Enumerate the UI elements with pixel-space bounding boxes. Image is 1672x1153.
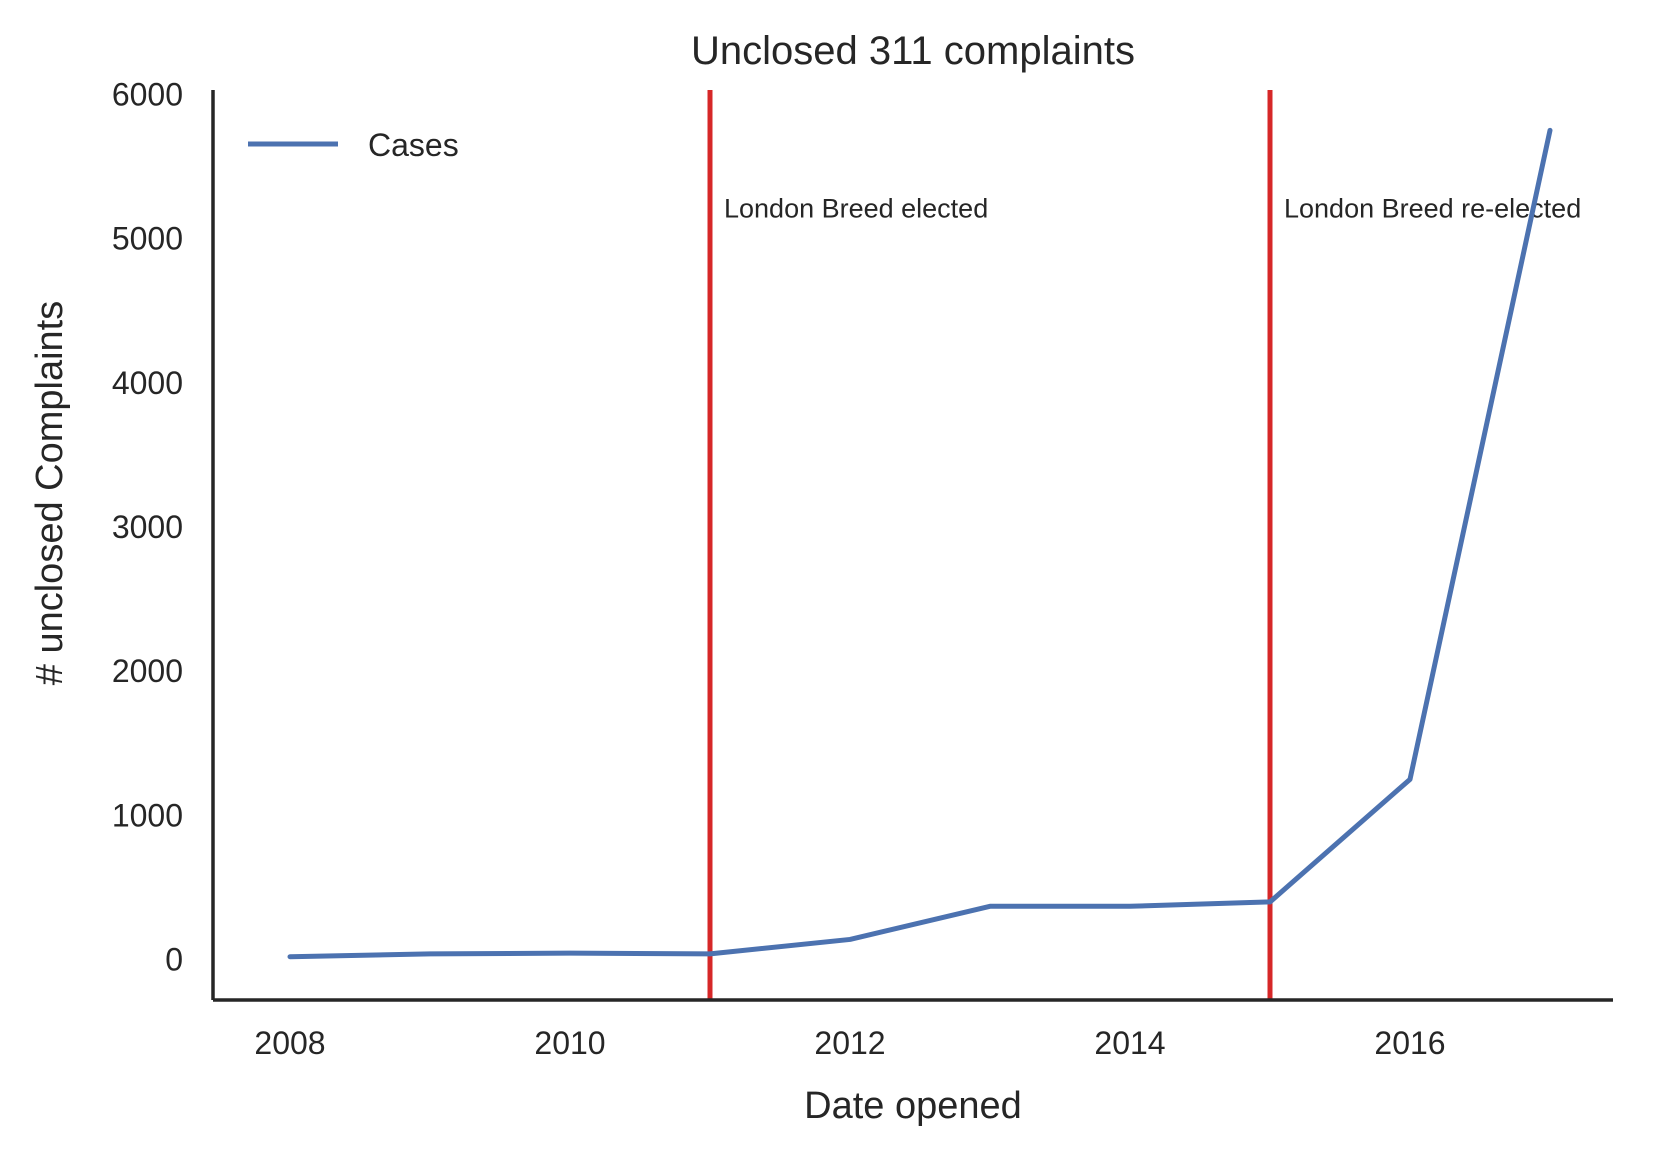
series-line-cases — [287, 127, 1553, 960]
y-tick-label: 3000 — [112, 509, 183, 545]
x-tick-label: 2016 — [1374, 1025, 1445, 1061]
y-axis-label: # unclosed Complaints — [29, 301, 71, 685]
x-tick-label: 2012 — [814, 1025, 885, 1061]
legend-label-cases: Cases — [368, 127, 459, 163]
x-tick-label: 2010 — [534, 1025, 605, 1061]
y-tick-label: 0 — [165, 942, 183, 978]
y-tick-label: 4000 — [112, 365, 183, 401]
legend: Cases — [248, 127, 459, 163]
series-lines — [287, 127, 1553, 960]
x-axis-ticks: 2008 2010 2012 2014 2016 — [254, 1025, 1445, 1061]
y-axis-ticks: 0 1000 2000 3000 4000 5000 6000 — [112, 76, 183, 977]
event-lines: London Breed elected London Breed re-elec… — [707, 90, 1581, 1000]
chart-title: Unclosed 311 complaints — [691, 29, 1135, 73]
x-axis-label: Date opened — [804, 1085, 1022, 1127]
y-tick-label: 6000 — [112, 76, 183, 112]
y-tick-label: 1000 — [112, 797, 183, 833]
y-tick-label: 5000 — [112, 221, 183, 257]
x-tick-label: 2008 — [254, 1025, 325, 1061]
event-annotation: London Breed elected — [724, 193, 988, 223]
y-tick-label: 2000 — [112, 653, 183, 689]
x-tick-label: 2014 — [1094, 1025, 1165, 1061]
